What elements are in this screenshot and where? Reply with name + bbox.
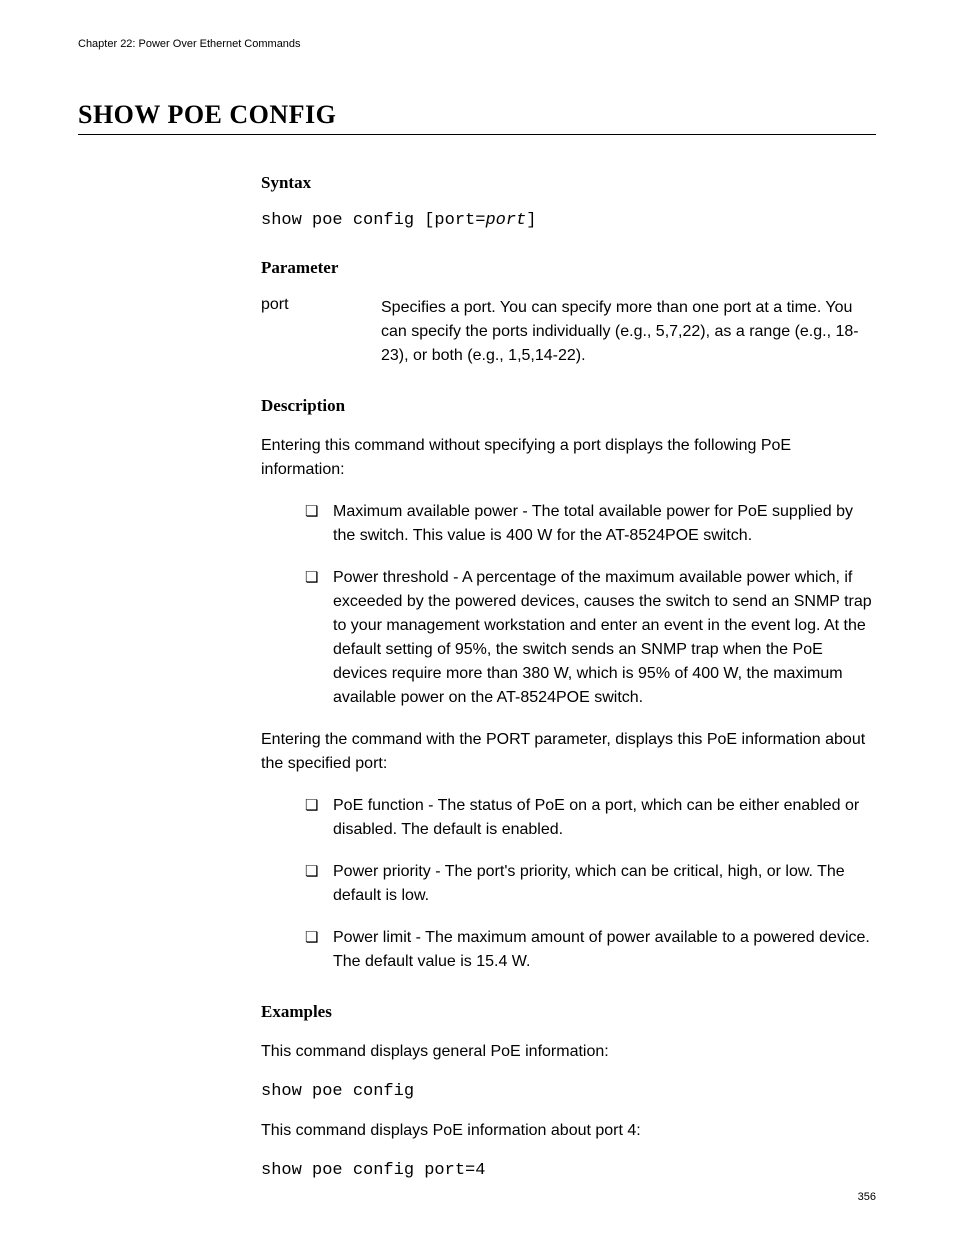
bullet-text: PoE function - The status of PoE on a po… [333, 794, 876, 842]
bullet-text: Power priority - The port's priority, wh… [333, 860, 876, 908]
bullet-icon: ❏ [305, 860, 333, 884]
description-intro-1: Entering this command without specifying… [261, 434, 876, 482]
bullet-list-1: ❏ Maximum available power - The total av… [261, 500, 876, 710]
document-page: Chapter 22: Power Over Ethernet Commands… [0, 0, 954, 1235]
examples-heading: Examples [261, 1002, 876, 1022]
example-code-1: show poe config [261, 1082, 876, 1101]
description-intro-2: Entering the command with the PORT param… [261, 728, 876, 776]
bullet-icon: ❏ [305, 926, 333, 950]
example-code-2: show poe config port=4 [261, 1161, 876, 1180]
command-title: SHOW POE CONFIG [78, 100, 876, 135]
bullet-text: Power limit - The maximum amount of powe… [333, 926, 876, 974]
bullet-text: Power threshold - A percentage of the ma… [333, 566, 876, 710]
page-number: 356 [858, 1191, 876, 1203]
list-item: ❏ PoE function - The status of PoE on a … [305, 794, 876, 842]
syntax-param: port [485, 211, 526, 230]
parameter-heading: Parameter [261, 258, 876, 278]
bullet-icon: ❏ [305, 500, 333, 524]
syntax-prefix: show poe config [port= [261, 211, 485, 230]
syntax-heading: Syntax [261, 173, 876, 193]
parameter-row: port Specifies a port. You can specify m… [261, 296, 876, 368]
description-heading: Description [261, 396, 876, 416]
example-intro-1: This command displays general PoE inform… [261, 1040, 876, 1064]
bullet-icon: ❏ [305, 566, 333, 590]
parameter-name: port [261, 296, 381, 314]
chapter-header: Chapter 22: Power Over Ethernet Commands [78, 38, 876, 50]
content-body: Syntax show poe config [port=port] Param… [261, 173, 876, 1180]
list-item: ❏ Power priority - The port's priority, … [305, 860, 876, 908]
list-item: ❏ Power limit - The maximum amount of po… [305, 926, 876, 974]
list-item: ❏ Maximum available power - The total av… [305, 500, 876, 548]
example-intro-2: This command displays PoE information ab… [261, 1119, 876, 1143]
bullet-text: Maximum available power - The total avai… [333, 500, 876, 548]
syntax-code: show poe config [port=port] [261, 211, 876, 230]
bullet-icon: ❏ [305, 794, 333, 818]
parameter-description: Specifies a port. You can specify more t… [381, 296, 876, 368]
list-item: ❏ Power threshold - A percentage of the … [305, 566, 876, 710]
syntax-suffix: ] [526, 211, 536, 230]
bullet-list-2: ❏ PoE function - The status of PoE on a … [261, 794, 876, 974]
